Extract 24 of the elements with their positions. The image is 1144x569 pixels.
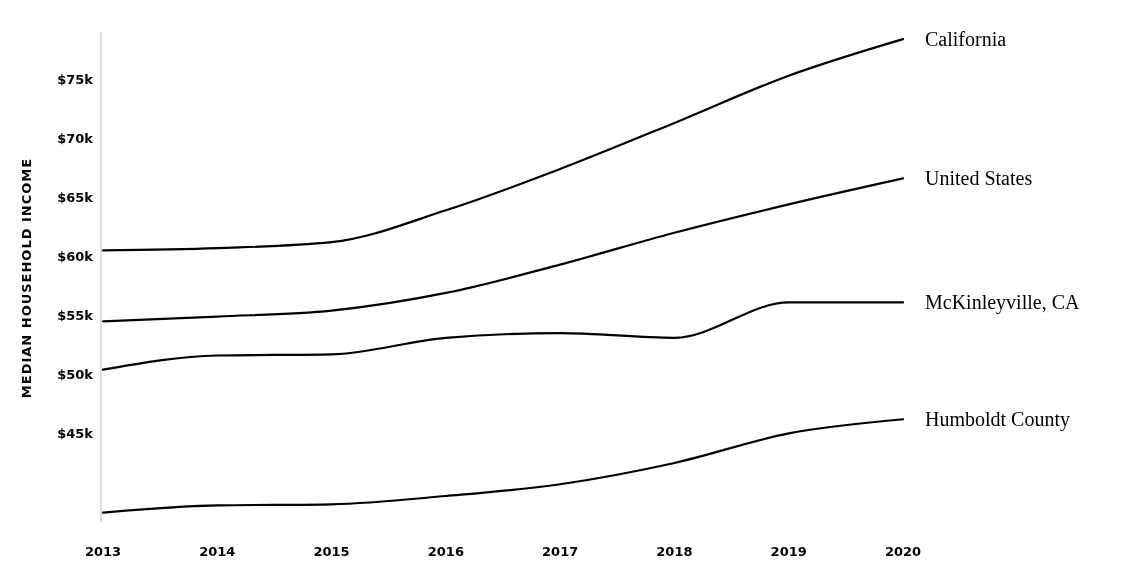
y-tick-label: $65k <box>57 189 94 205</box>
y-tick-label: $50k <box>57 366 94 382</box>
x-tick-label: 2014 <box>199 544 236 559</box>
x-tick-label: 2016 <box>427 544 464 559</box>
series-label: Humboldt County <box>925 408 1071 432</box>
x-tick-label: 2017 <box>542 544 579 559</box>
series-label: United States <box>925 167 1033 190</box>
line-series <box>101 418 905 514</box>
x-tick-label: 2015 <box>313 544 350 559</box>
line-series <box>101 301 905 371</box>
x-tick-label: 2018 <box>656 544 693 559</box>
y-tick-label: $70k <box>57 130 94 146</box>
series-label: California <box>925 28 1007 51</box>
line-series <box>101 177 905 323</box>
x-tick-label: 2020 <box>884 544 922 559</box>
y-axis-title: MEDIAN HOUSEHOLD INCOME <box>18 157 34 399</box>
x-tick-label: 2019 <box>770 544 807 559</box>
line-series <box>101 37 905 252</box>
y-tick-label: $55k <box>57 307 94 323</box>
y-tick-label: $45k <box>57 426 94 441</box>
y-tick-label: $75k <box>57 71 94 87</box>
y-tick-label: $60k <box>57 248 94 264</box>
series-label: McKinleyville, CA <box>925 291 1080 315</box>
x-tick-label: 2013 <box>84 544 122 559</box>
